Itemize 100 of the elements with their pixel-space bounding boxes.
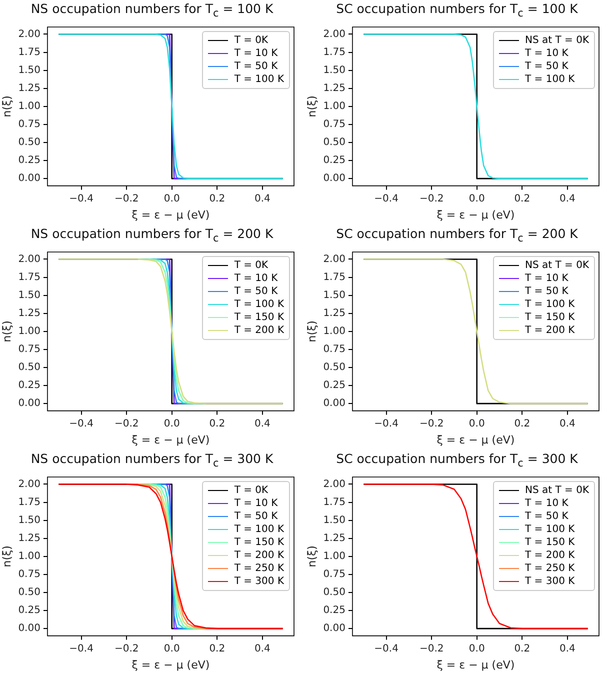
- y-tick-label: 0.25: [18, 380, 40, 392]
- y-tick-label: 2.00: [18, 478, 40, 490]
- y-axis-title: n(ξ): [305, 320, 318, 342]
- x-axis-title: ξ = ε − μ (eV): [132, 208, 210, 222]
- y-axis-title: n(ξ): [305, 96, 318, 118]
- y-tick-label: 1.50: [18, 514, 40, 526]
- x-tick-label: 0.0: [164, 418, 180, 430]
- legend-label: T = 50 K: [234, 285, 278, 298]
- legend-label: T = 200 K: [234, 324, 284, 337]
- x-tick-label: −0.2: [419, 643, 444, 654]
- y-tick-label: 0.75: [323, 119, 346, 130]
- legend-label: T = 150 K: [234, 536, 284, 549]
- legend-label: T = 100 K: [234, 298, 284, 311]
- chart-title: SC occupation numbers for T$_{c}$ = 200 K: [335, 225, 579, 244]
- y-tick-label: 1.75: [18, 496, 40, 508]
- y-tick-label: 1.50: [18, 290, 40, 301]
- y-tick-label: 2.00: [323, 28, 346, 40]
- y-tick-label: 0.50: [18, 362, 40, 374]
- y-tick-label: 0.00: [323, 623, 346, 634]
- y-tick-label: 0.50: [323, 362, 346, 374]
- x-tick-label: −0.4: [69, 193, 94, 204]
- x-tick-label: −0.4: [69, 418, 94, 430]
- y-tick-label: 2.00: [18, 28, 40, 40]
- legend-label: NS at T = 0K: [525, 34, 589, 47]
- y-tick-label: 1.00: [18, 326, 40, 337]
- y-tick-label: 2.00: [323, 254, 346, 265]
- y-tick-label: 0.25: [18, 605, 40, 616]
- legend-label: T = 0K: [234, 484, 268, 497]
- legend-label: NS at T = 0K: [525, 484, 589, 497]
- x-tick-label: 0.2: [514, 193, 530, 204]
- y-tick-label: 0.75: [323, 344, 346, 356]
- y-tick-label: 1.75: [18, 272, 40, 283]
- y-tick-label: 0.25: [18, 155, 40, 166]
- y-tick-label: 0.75: [18, 119, 40, 130]
- x-tick-label: 0.2: [209, 193, 226, 204]
- y-tick-label: 1.25: [18, 308, 40, 319]
- x-tick-label: 0.4: [254, 418, 270, 430]
- y-tick-label: 0.50: [323, 137, 346, 148]
- x-tick-label: 0.4: [254, 643, 270, 654]
- legend-label: T = 300 K: [234, 575, 284, 588]
- x-axis-title: ξ = ε − μ (eV): [132, 658, 210, 672]
- y-axis-title: n(ξ): [0, 320, 14, 342]
- y-tick-label: 0.00: [18, 173, 40, 184]
- x-axis-title: ξ = ε − μ (eV): [436, 208, 515, 222]
- x-axis-title: ξ = ε − μ (eV): [132, 433, 210, 446]
- y-tick-label: 0.00: [18, 623, 40, 634]
- legend-label: T = 200 K: [234, 549, 284, 562]
- y-tick-label: 0.75: [18, 344, 40, 356]
- y-tick-label: 1.00: [18, 550, 40, 562]
- legend-label: NS at T = 0K: [525, 259, 589, 272]
- y-tick-label: 1.00: [323, 550, 346, 562]
- legend-label: T = 250 K: [234, 562, 284, 575]
- x-tick-label: −0.4: [374, 643, 398, 654]
- x-tick-label: 0.4: [254, 193, 270, 204]
- legend-label: T = 10 K: [234, 497, 278, 510]
- y-tick-label: 1.75: [323, 46, 346, 58]
- legend-label: T = 100 K: [525, 298, 575, 311]
- chart-title: SC occupation numbers for T$_{c}$ = 300 K: [335, 450, 579, 470]
- legend-label: T = 150 K: [234, 311, 284, 324]
- legend-label: T = 10 K: [525, 497, 568, 510]
- x-tick-label: 0.2: [514, 643, 530, 654]
- x-tick-label: 0.0: [468, 193, 485, 204]
- y-axis-title: n(ξ): [0, 96, 14, 118]
- x-tick-label: 0.2: [209, 418, 226, 430]
- y-tick-label: 1.75: [323, 496, 346, 508]
- y-tick-label: 0.00: [323, 398, 346, 410]
- x-axis-title: ξ = ε − μ (eV): [436, 433, 515, 446]
- x-tick-label: −0.2: [114, 643, 139, 654]
- x-tick-label: −0.4: [374, 193, 398, 204]
- x-tick-label: −0.4: [69, 643, 94, 654]
- y-tick-label: 0.75: [323, 569, 346, 580]
- y-tick-label: 0.25: [323, 380, 346, 392]
- legend-label: T = 50 K: [525, 510, 568, 523]
- x-tick-label: −0.4: [374, 418, 398, 430]
- y-tick-label: 0.50: [18, 137, 40, 148]
- x-tick-label: 0.4: [559, 643, 576, 654]
- x-tick-label: −0.2: [419, 418, 444, 430]
- x-tick-label: −0.2: [114, 193, 139, 204]
- x-tick-label: −0.2: [114, 418, 139, 430]
- y-tick-label: 1.00: [323, 326, 346, 337]
- chart-title: NS occupation numbers for T$_{c}$ = 100 K: [30, 0, 274, 20]
- legend-label: T = 250 K: [525, 562, 575, 575]
- x-tick-label: 0.0: [164, 193, 180, 204]
- x-tick-label: 0.0: [468, 418, 485, 430]
- y-tick-label: 0.00: [18, 398, 40, 410]
- legend-label: T = 10 K: [234, 272, 278, 285]
- y-tick-label: 1.25: [18, 82, 40, 94]
- y-tick-label: 1.25: [18, 532, 40, 544]
- y-tick-label: 0.25: [323, 155, 346, 166]
- y-axis-title: n(ξ): [305, 546, 318, 568]
- legend-label: T = 200 K: [525, 549, 575, 562]
- legend-label: T = 50 K: [525, 60, 568, 73]
- x-tick-label: 0.2: [514, 418, 530, 430]
- legend-label: T = 100 K: [234, 73, 284, 86]
- y-tick-label: 1.25: [323, 82, 346, 94]
- legend-label: T = 300 K: [525, 575, 575, 588]
- y-tick-label: 1.00: [323, 100, 346, 112]
- legend-label: T = 10 K: [525, 47, 568, 60]
- chart-title: SC occupation numbers for T$_{c}$ = 100 K: [335, 0, 579, 20]
- y-tick-label: 1.50: [323, 64, 346, 76]
